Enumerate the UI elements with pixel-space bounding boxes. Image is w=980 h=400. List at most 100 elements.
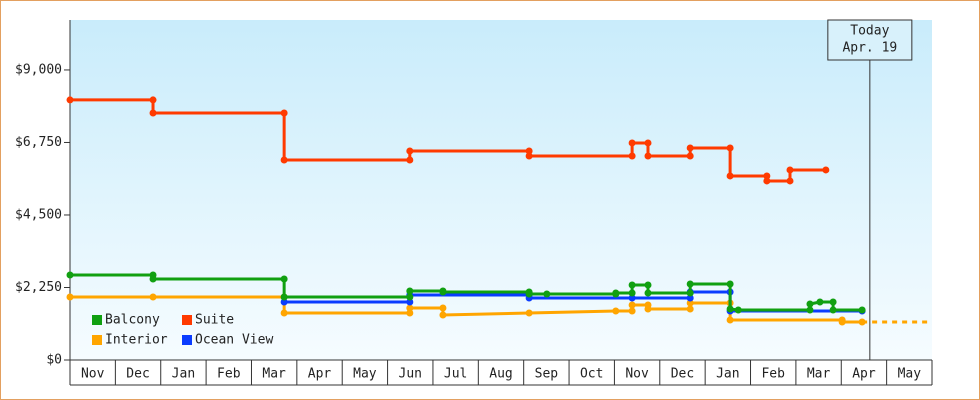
legend-swatch — [92, 335, 102, 345]
point — [686, 305, 694, 313]
point — [612, 289, 620, 297]
point — [734, 306, 742, 314]
point — [628, 301, 636, 309]
x-tick-label: Jul — [444, 367, 467, 382]
point — [280, 109, 288, 117]
y-tick-label: $6,750 — [15, 135, 62, 150]
x-tick-label: Mar — [807, 367, 831, 382]
point — [726, 144, 734, 152]
legend-swatch — [182, 315, 192, 325]
point — [858, 306, 866, 314]
point — [66, 96, 74, 104]
point — [686, 152, 694, 160]
point — [858, 318, 866, 326]
point — [406, 304, 414, 312]
point — [280, 156, 288, 164]
point — [628, 139, 636, 147]
x-tick-label: Apr — [308, 367, 332, 382]
plot-area — [70, 20, 932, 360]
x-tick-label: Dec — [126, 367, 149, 382]
point — [628, 152, 636, 160]
point — [786, 177, 794, 185]
y-tick-label: $2,250 — [15, 280, 62, 295]
point — [644, 152, 652, 160]
y-tick-label: $9,000 — [15, 62, 62, 77]
legend-swatch — [182, 335, 192, 345]
point — [406, 147, 414, 155]
point — [829, 306, 837, 314]
point — [439, 288, 447, 296]
x-tick-label: Mar — [262, 367, 286, 382]
today-label: Today — [850, 24, 889, 39]
point — [644, 289, 652, 297]
point — [612, 307, 620, 315]
x-tick-label: Nov — [81, 367, 105, 382]
point — [439, 304, 447, 312]
point — [822, 166, 830, 174]
point — [525, 309, 533, 317]
point — [726, 172, 734, 180]
x-tick-label: Jan — [716, 367, 739, 382]
point — [838, 318, 846, 326]
point — [644, 281, 652, 289]
point — [66, 293, 74, 301]
point — [816, 298, 824, 306]
legend-swatch — [92, 315, 102, 325]
point — [525, 147, 533, 155]
point — [525, 290, 533, 298]
point — [406, 287, 414, 295]
point — [763, 172, 771, 180]
x-tick-label: Nov — [625, 367, 649, 382]
point — [644, 305, 652, 313]
y-tick-label: $4,500 — [15, 207, 62, 222]
today-label: Apr. 19 — [842, 41, 897, 56]
x-tick-label: Apr — [852, 367, 876, 382]
point — [149, 293, 157, 301]
point — [280, 309, 288, 317]
x-tick-label: May — [898, 367, 922, 382]
y-tick-label: $0 — [46, 353, 62, 368]
point — [280, 293, 288, 301]
point — [686, 289, 694, 297]
point — [686, 294, 694, 302]
point — [686, 280, 694, 288]
legend-label: Balcony — [105, 313, 160, 328]
point — [149, 109, 157, 117]
point — [829, 298, 837, 306]
x-tick-label: May — [353, 367, 377, 382]
x-tick-label: Oct — [580, 367, 603, 382]
point — [406, 298, 414, 306]
x-tick-label: Feb — [217, 367, 241, 382]
legend-label: Ocean View — [195, 333, 273, 348]
point — [686, 299, 694, 307]
point — [726, 305, 734, 313]
point — [280, 298, 288, 306]
x-tick-label: Dec — [671, 367, 694, 382]
point — [726, 316, 734, 324]
point — [439, 311, 447, 319]
x-tick-label: Aug — [489, 367, 512, 382]
legend-label: Interior — [105, 333, 168, 348]
point — [406, 309, 414, 317]
point — [628, 289, 636, 297]
x-tick-label: Sep — [535, 367, 559, 382]
x-tick-label: Jun — [399, 367, 422, 382]
point — [628, 307, 636, 315]
point — [149, 275, 157, 283]
point — [280, 275, 288, 283]
point — [149, 96, 157, 104]
point — [806, 306, 814, 314]
x-tick-label: Feb — [761, 367, 785, 382]
point — [806, 300, 814, 308]
point — [543, 290, 551, 298]
point — [644, 139, 652, 147]
point — [66, 271, 74, 279]
point — [406, 293, 414, 301]
point — [786, 166, 794, 174]
point — [763, 177, 771, 185]
point — [525, 152, 533, 160]
point — [406, 156, 414, 164]
point — [686, 144, 694, 152]
